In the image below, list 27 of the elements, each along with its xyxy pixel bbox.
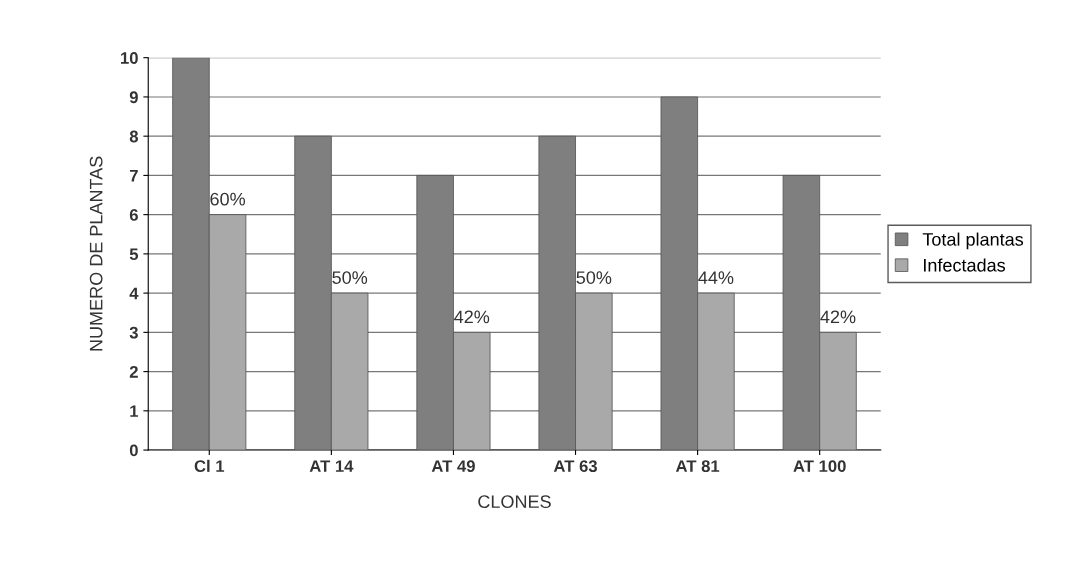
x-tick-label: Cl 1 [194,459,225,473]
y-tick-label: 10 [121,52,138,64]
x-tick-label: AT 81 [675,460,720,473]
annotation: 60% [210,192,246,206]
annotation: 50% [576,271,612,284]
x-tick-label: AT 63 [553,460,597,473]
y-tick-label: 2 [129,365,138,378]
x-tick-label: AT 49 [431,460,475,473]
y-tick-label: 3 [129,326,138,339]
y-tick-label: 6 [129,209,138,221]
legend-label: Total plantas [922,232,1024,250]
y-tick-label: 5 [129,248,139,261]
annotation: 44% [698,271,734,284]
y-tick-label: 0 [129,444,138,457]
y-tick-label: 7 [129,169,138,182]
y-tick-label: 1 [130,405,139,417]
annotation: 42% [454,310,490,324]
y-tick-label: 4 [129,287,139,300]
y-tick-label: 9 [129,91,138,104]
legend-label: Infectadas [924,258,1006,272]
x-axis-title: CLONES [478,495,551,509]
y-tick-label: 8 [129,130,139,143]
x-tick-label: AT 100 [793,460,846,473]
y-axis-title: NUMERO DE PLANTAS [89,156,103,351]
annotation: 42% [820,310,856,324]
annotation: 50% [332,271,368,284]
x-tick-label: AT 14 [309,460,354,472]
